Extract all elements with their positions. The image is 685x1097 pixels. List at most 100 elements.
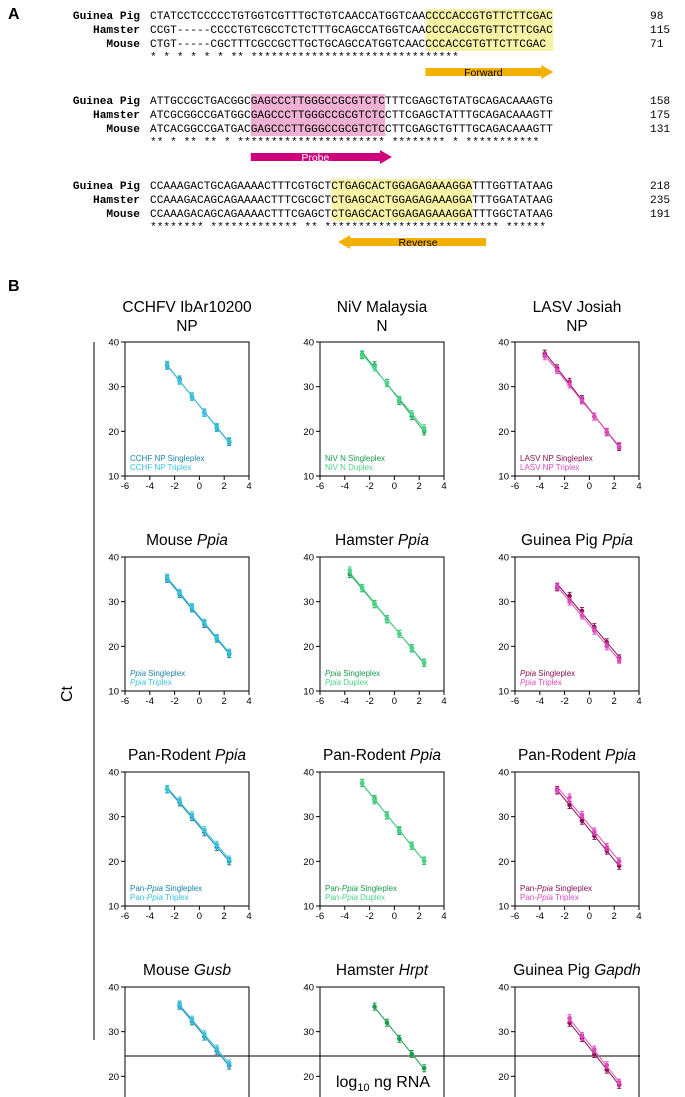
data-point xyxy=(214,635,220,641)
consensus-stars: * * * * * * ** *************************… xyxy=(150,52,459,64)
legend-entry: CCHF NP Singleplex xyxy=(130,454,205,463)
y-tick-label: 30 xyxy=(108,382,119,393)
chart-panel: Hamster Hrpt-6-4-202410203040Hrpt Single… xyxy=(303,962,445,1097)
consensus-stars: ******** ************* ** **************… xyxy=(150,222,546,234)
data-point xyxy=(397,631,402,637)
chart-title: Hamster Hrpt xyxy=(336,962,429,979)
y-tick-label: 10 xyxy=(108,472,119,483)
data-point xyxy=(384,617,390,622)
position-number: 191 xyxy=(650,209,670,221)
primer-highlight xyxy=(331,179,473,221)
data-point xyxy=(164,786,170,792)
data-point xyxy=(202,410,207,416)
sequence: CTATCCTCCCCCTGTGGTCGTTTGCTGTCAACCATGGTCA… xyxy=(150,11,553,23)
y-tick-label: 40 xyxy=(498,553,509,564)
plot-frame xyxy=(124,556,250,692)
plot-frame xyxy=(514,341,640,477)
data-point xyxy=(604,429,610,435)
plot-frame xyxy=(319,341,445,477)
x-tick-label: -4 xyxy=(341,911,349,922)
data-point xyxy=(397,397,402,402)
y-tick-label: 30 xyxy=(498,597,509,608)
sequence: CCAAAGACTGCAGAAAACTTTCGTGCTCTGAGCACTGGAG… xyxy=(150,181,553,193)
y-tick-label: 40 xyxy=(498,338,509,349)
y-tick-label: 30 xyxy=(498,812,509,823)
species-label: Guinea Pig xyxy=(73,11,140,23)
text-run: NP xyxy=(176,318,198,335)
y-tick-label: 20 xyxy=(498,1072,509,1083)
text-run: Ppia xyxy=(147,893,164,902)
fit-line xyxy=(556,586,620,661)
data-point xyxy=(189,1017,195,1022)
x-tick-label: 4 xyxy=(441,481,446,492)
x-tick-label: -2 xyxy=(560,696,568,707)
text-run: Ppia xyxy=(520,678,537,687)
x-tick-label: 2 xyxy=(222,481,227,492)
data-point xyxy=(567,1015,572,1021)
y-axis-label: Ct xyxy=(59,685,76,702)
consensus-stars: ** * ** ** * ********************** ****… xyxy=(150,137,539,149)
text-run: Pan- xyxy=(325,884,342,893)
sequence: ATCGCGGCCGATGGCGAGCCCTTGGGCCGCGTCTCCTTCG… xyxy=(150,110,553,122)
text-run: Ppia xyxy=(537,884,554,893)
chart-panel: LASV Josiah NP -6 -4 -2 0 2 4 10 20 30 40 LASV NP Si… xyxy=(498,299,641,492)
chart-title: Hamster Ppia xyxy=(335,532,429,549)
x-tick-label: -6 xyxy=(316,696,324,707)
data-point xyxy=(384,813,390,819)
y-tick-label: 10 xyxy=(498,472,509,483)
data-point xyxy=(542,353,548,359)
y-tick-label: 20 xyxy=(498,642,509,653)
text-run: Ppia xyxy=(325,669,342,678)
data-point xyxy=(421,1065,427,1071)
y-tick-label: 30 xyxy=(108,1027,119,1038)
x-tick-label: -6 xyxy=(316,481,324,492)
text-run: LASV NP Triplex xyxy=(520,463,579,472)
x-tick-label: 2 xyxy=(417,696,422,707)
data-point xyxy=(189,813,195,818)
fit-line xyxy=(556,789,620,867)
text-run: Pan-Rodent xyxy=(128,747,215,764)
x-tick-label: 2 xyxy=(612,696,617,707)
text-run: Singleplex xyxy=(536,669,575,678)
y-tick-label: 30 xyxy=(303,812,314,823)
text-run: Gusb xyxy=(194,962,231,979)
chart-panel: Mouse Gusb-6-4-202410203040Gusb Singlepl… xyxy=(108,962,250,1097)
x-tick-label: -6 xyxy=(316,911,324,922)
panel-a-label: A xyxy=(8,6,20,23)
text-run: Hamster xyxy=(336,962,399,979)
chart-title: Pan-Rodent Ppia xyxy=(128,747,246,764)
data-point xyxy=(214,1046,220,1051)
text-run: Ppia xyxy=(130,669,147,678)
text-run: Singleplex xyxy=(553,884,592,893)
data-point xyxy=(177,378,182,384)
x-tick-label: 2 xyxy=(417,911,422,922)
chart-panel: CCHFV IbAr10200 NP -6 -4 -2 0 2 4 10 20 30 40 CCHF N… xyxy=(108,299,252,492)
y-tick-label: 40 xyxy=(108,553,119,564)
y-tick-label: 30 xyxy=(108,812,119,823)
fit-line xyxy=(166,788,230,862)
legend-entry: LASV NP Triplex xyxy=(520,463,579,472)
x-tick-label: -2 xyxy=(170,696,178,707)
legend-entry: Pan-Ppia Singleplex xyxy=(325,884,397,893)
primer-arrow-label: Reverse xyxy=(399,237,438,249)
y-tick-label: 20 xyxy=(498,427,509,438)
x-tick-label: 4 xyxy=(246,696,251,707)
position-number: 115 xyxy=(650,25,670,37)
text-run: Ppia xyxy=(130,678,147,687)
text-run: Triplex xyxy=(553,893,579,902)
text-run: NP xyxy=(566,318,588,335)
legend-entry: Pan-Ppia Singleplex xyxy=(520,884,592,893)
y-tick-label: 20 xyxy=(303,1072,314,1083)
primer-arrow xyxy=(425,65,554,79)
legend-entry: NiV N Duplex xyxy=(325,463,373,472)
data-point xyxy=(226,438,232,444)
y-tick-label: 30 xyxy=(498,1027,509,1038)
text-run: Ppia xyxy=(537,893,554,902)
text-run: Gapdh xyxy=(594,962,641,979)
x-tick-label: -6 xyxy=(121,911,129,922)
data-point xyxy=(384,1020,390,1026)
plot-frame xyxy=(514,556,640,692)
legend-entry: Ppia Singleplex xyxy=(520,669,575,678)
position-number: 175 xyxy=(650,110,670,122)
